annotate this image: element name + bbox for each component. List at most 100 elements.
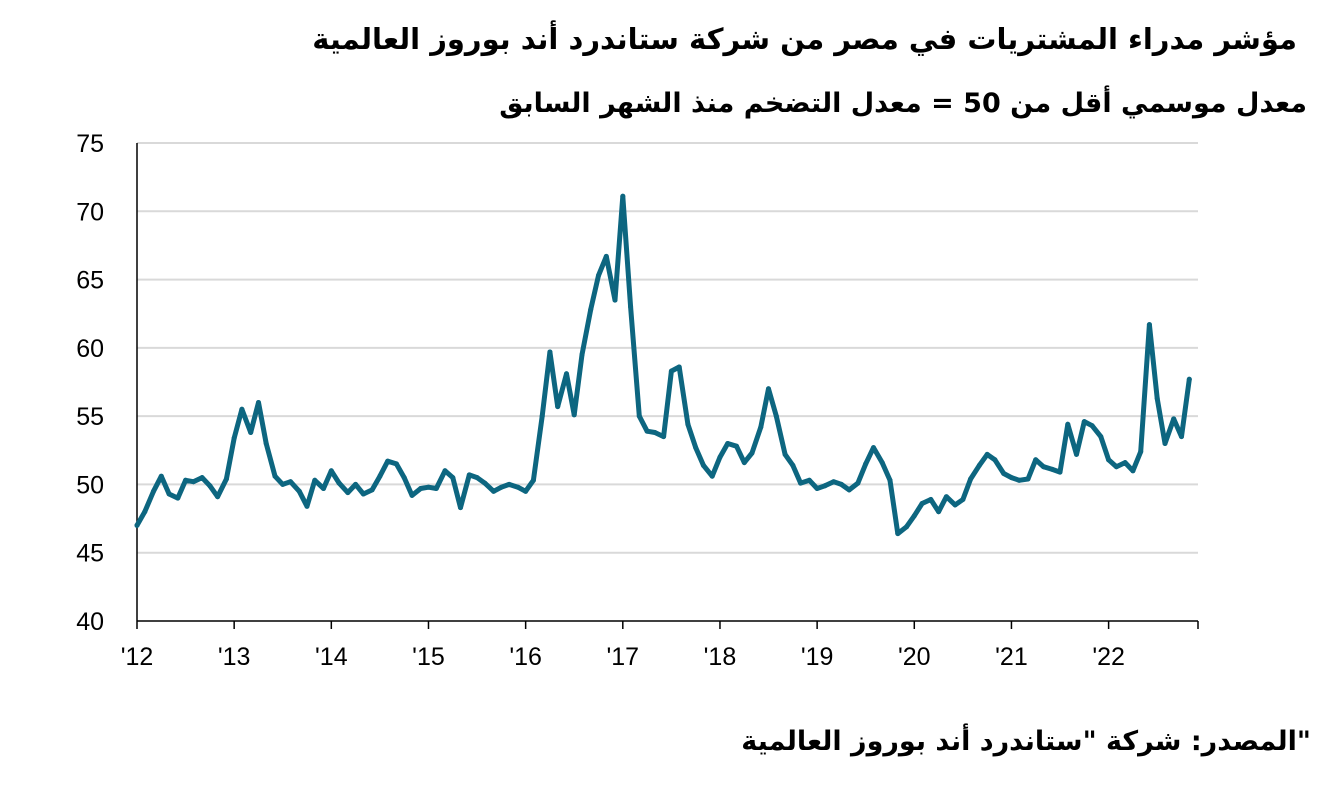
data-point bbox=[151, 488, 156, 494]
axes bbox=[136, 143, 1198, 622]
data-point bbox=[968, 476, 974, 482]
data-point bbox=[207, 483, 213, 489]
data-point bbox=[766, 386, 771, 392]
data-point bbox=[474, 475, 480, 481]
data-point bbox=[523, 488, 529, 494]
data-point bbox=[782, 451, 788, 457]
data-point bbox=[1025, 476, 1031, 482]
data-point bbox=[433, 486, 439, 491]
data-point bbox=[919, 501, 925, 506]
data-point bbox=[676, 364, 682, 370]
data-point bbox=[798, 480, 804, 486]
data-point bbox=[814, 486, 820, 491]
data-point bbox=[418, 486, 424, 491]
data-point bbox=[741, 460, 747, 466]
data-point bbox=[976, 462, 982, 468]
data-point bbox=[393, 461, 399, 467]
data-point bbox=[466, 472, 472, 478]
data-point bbox=[280, 481, 286, 487]
data-point bbox=[1186, 376, 1192, 382]
data-point bbox=[943, 494, 949, 500]
x-tick-label: '21 bbox=[995, 643, 1028, 671]
x-tick-labels: '12 '13 '14 '15 '16 '17 '18 '19 '20 '21 '22 bbox=[121, 621, 1199, 671]
x-tick-label: '15 bbox=[412, 643, 445, 671]
data-point bbox=[1154, 395, 1160, 401]
data-point bbox=[498, 484, 504, 490]
data-point bbox=[1138, 449, 1144, 455]
data-point bbox=[879, 460, 885, 466]
data-point bbox=[263, 441, 269, 446]
data-point bbox=[530, 477, 536, 483]
data-point bbox=[256, 400, 261, 405]
series-group bbox=[134, 193, 1192, 537]
data-point bbox=[831, 479, 837, 485]
data-point bbox=[1009, 475, 1014, 481]
data-point bbox=[190, 479, 196, 485]
data-point bbox=[596, 273, 601, 278]
data-point bbox=[984, 451, 990, 457]
data-point bbox=[321, 486, 326, 491]
data-point bbox=[960, 497, 966, 502]
data-point bbox=[1049, 466, 1055, 472]
data-point bbox=[855, 480, 861, 486]
data-point bbox=[773, 413, 779, 419]
x-tick-label: '13 bbox=[218, 643, 251, 671]
data-point bbox=[644, 428, 650, 434]
data-point bbox=[223, 476, 229, 482]
data-point bbox=[215, 494, 221, 500]
data-point bbox=[199, 475, 205, 481]
y-tick-label: 55 bbox=[76, 403, 104, 431]
data-point bbox=[588, 307, 594, 313]
y-tick-label: 40 bbox=[76, 608, 104, 636]
data-point bbox=[571, 412, 577, 418]
x-tick-label: '18 bbox=[704, 643, 737, 671]
data-point bbox=[620, 193, 626, 199]
data-point bbox=[685, 421, 691, 427]
data-point bbox=[871, 445, 876, 451]
data-point bbox=[328, 468, 334, 474]
data-point bbox=[1106, 457, 1112, 463]
data-point bbox=[709, 473, 715, 479]
x-tick-label: '20 bbox=[898, 643, 931, 671]
data-point bbox=[895, 531, 901, 537]
data-point bbox=[863, 461, 869, 467]
data-point bbox=[248, 430, 254, 435]
data-point bbox=[1065, 421, 1071, 427]
data-point bbox=[936, 509, 942, 515]
data-point bbox=[1041, 464, 1046, 470]
data-point bbox=[158, 473, 164, 479]
data-point bbox=[369, 487, 375, 493]
data-point bbox=[272, 473, 278, 479]
data-point bbox=[134, 522, 140, 528]
data-point bbox=[1074, 451, 1079, 457]
data-point bbox=[385, 458, 391, 464]
data-point bbox=[700, 462, 706, 468]
y-tick-label: 70 bbox=[76, 198, 104, 226]
data-point bbox=[661, 434, 667, 440]
x-tick-label: '22 bbox=[1092, 643, 1125, 671]
data-point bbox=[515, 484, 521, 490]
data-point bbox=[555, 404, 561, 410]
data-point bbox=[239, 406, 245, 412]
data-point bbox=[846, 487, 852, 493]
data-point bbox=[336, 480, 342, 486]
data-point bbox=[603, 253, 609, 259]
source-note: "المصدر: شركة "ستاندرد أند بوروز العالمي… bbox=[741, 726, 1311, 757]
data-point bbox=[1098, 434, 1104, 440]
data-point bbox=[838, 481, 844, 487]
data-point bbox=[904, 524, 909, 530]
chart-subtitle: معدل موسمي أقل من 50 = معدل التضخم منذ ا… bbox=[499, 88, 1307, 119]
data-point bbox=[911, 513, 917, 519]
data-point bbox=[1089, 423, 1095, 429]
data-point bbox=[564, 371, 569, 377]
data-point bbox=[296, 488, 302, 494]
data-point bbox=[579, 352, 585, 358]
data-point bbox=[749, 450, 755, 456]
data-point bbox=[491, 488, 497, 494]
data-point bbox=[790, 462, 796, 468]
data-point bbox=[734, 443, 739, 449]
x-tick-label: '16 bbox=[509, 643, 542, 671]
data-point bbox=[231, 435, 237, 441]
data-point bbox=[652, 430, 658, 435]
